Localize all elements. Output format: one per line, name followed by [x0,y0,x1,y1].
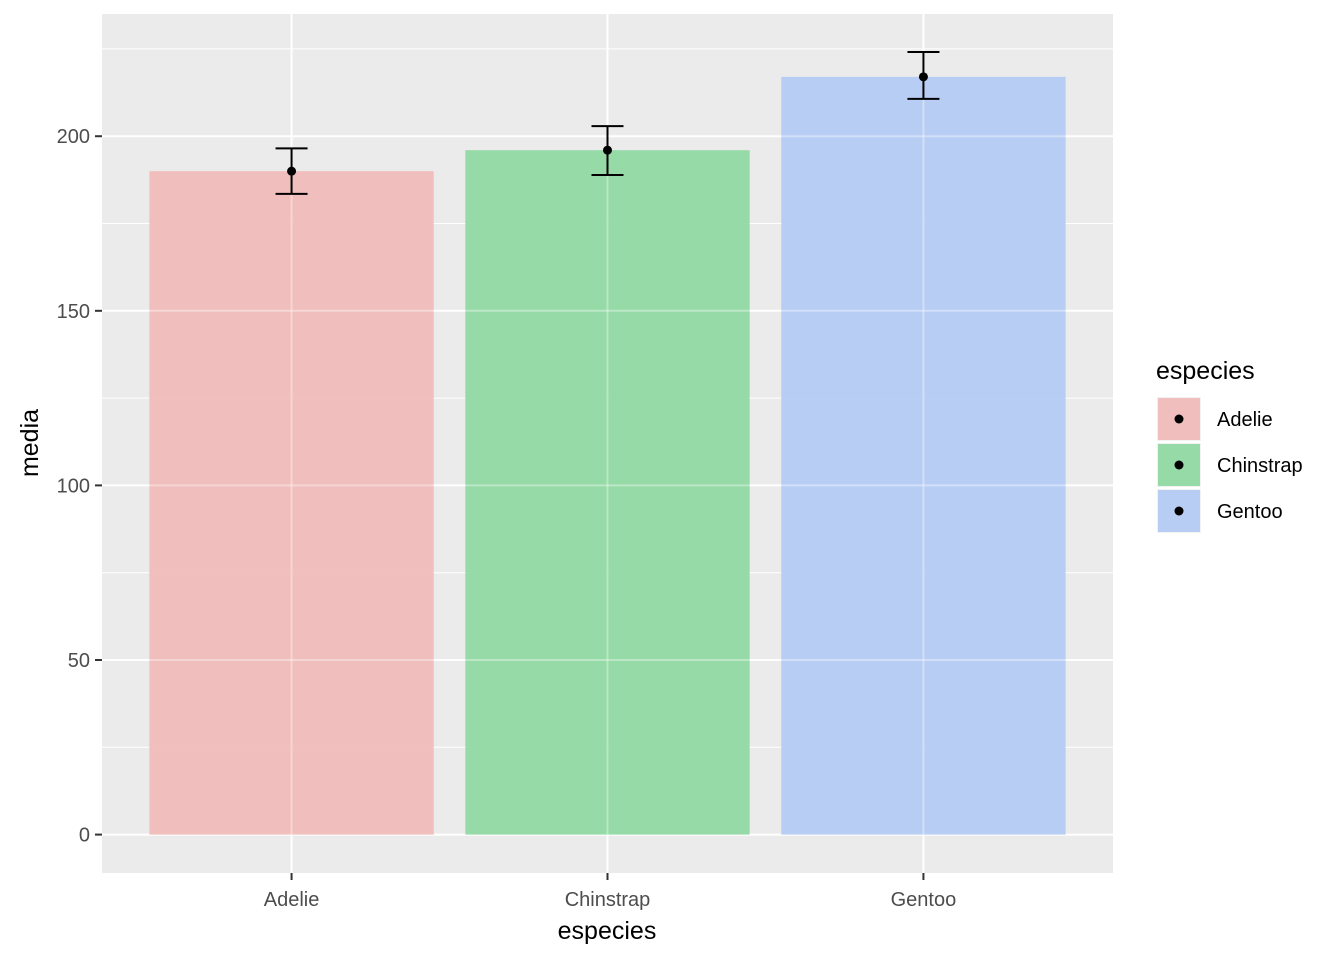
legend-label-gentoo: Gentoo [1217,501,1283,523]
y-tick-label: 0 [79,825,90,847]
legend-title: especies [1156,357,1255,385]
legend-label-adelie: Adelie [1217,409,1273,431]
legend-key-point [1174,460,1184,470]
y-axis-title: media [16,409,44,477]
y-tick-label: 200 [57,126,90,148]
x-axis: Adelie Chinstrap Gentoo [264,873,956,911]
y-tick-label: 100 [57,475,90,497]
x-tick-label: Adelie [264,889,320,911]
y-tick-label: 50 [68,650,90,672]
bar-gentoo [781,76,1066,835]
x-tick-label: Chinstrap [565,889,651,911]
legend: especies Adelie Chinstrap Gentoo [1156,357,1303,533]
x-axis-title: especies [558,917,657,945]
x-tick-label: Gentoo [891,889,957,911]
bar-chinstrap [465,150,750,835]
bar-adelie [149,171,434,835]
mean-points [287,72,928,176]
bars [149,76,1066,835]
legend-label-chinstrap: Chinstrap [1217,455,1303,477]
legend-key-point [1174,506,1184,516]
legend-key-point [1174,414,1184,424]
mean-point-gentoo [918,72,928,82]
y-axis: 0 50 100 150 200 [57,126,102,847]
y-tick-label: 150 [57,301,90,323]
mean-point-chinstrap [603,145,612,155]
mean-point-adelie [287,166,297,176]
